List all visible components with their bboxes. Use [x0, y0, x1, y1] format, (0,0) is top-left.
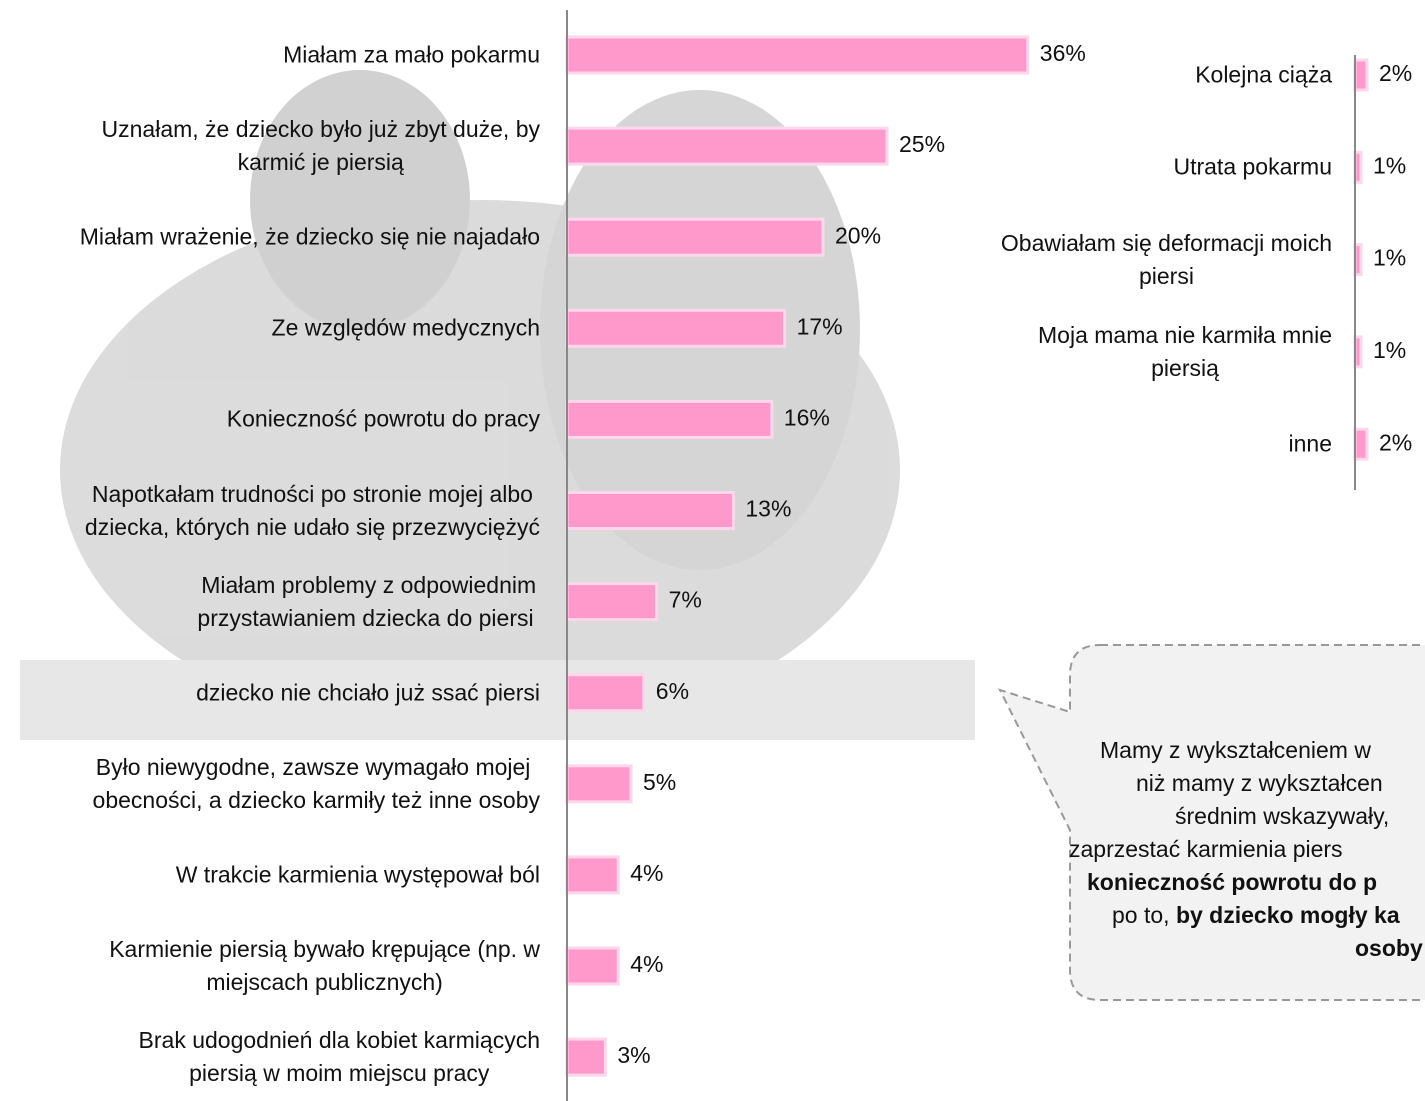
callout-text: po to, — [1112, 902, 1176, 928]
bar — [565, 399, 774, 439]
category-label: Karmienie piersią bywało krępujące (np. … — [109, 936, 540, 995]
category-label: Obawiałam się deformacji moich piersi — [1000, 229, 1332, 289]
bar — [565, 217, 825, 257]
category-label: Konieczność powrotu do pracy — [226, 405, 540, 432]
value-label: 7% — [669, 587, 702, 613]
callout-text: osoby (7%) — [1355, 935, 1425, 961]
value-label: 2% — [1379, 60, 1412, 86]
category-label: Utrata pokarmu — [1173, 153, 1332, 180]
value-label: 36% — [1040, 40, 1086, 66]
category-label: Moja mama nie karmiła mnie piersią — [1038, 321, 1332, 381]
value-label: 16% — [784, 404, 830, 430]
category-label: Napotkałam trudności po stronie mojej al… — [84, 480, 540, 540]
bar — [565, 855, 620, 895]
category-label: inne — [1288, 430, 1332, 457]
callout-line: zaprzestać karmienia piers — [1069, 836, 1343, 862]
bar — [565, 582, 659, 622]
bar — [565, 1037, 607, 1077]
callout-text: średnim wskazywały, — [1175, 803, 1389, 829]
category-label: Miałam za mało pokarmu — [283, 41, 540, 68]
value-label: 25% — [899, 131, 945, 157]
category-label: Ze względów medycznych — [271, 314, 540, 341]
category-label: Było niewygodne, zawsze wymagało mojej o… — [92, 753, 540, 813]
callout-line: Mamy z wykształceniem w — [1100, 737, 1371, 763]
bar — [565, 126, 889, 166]
value-label: 1% — [1373, 245, 1406, 271]
callout-text: Mamy z wykształceniem w — [1100, 737, 1371, 763]
value-label: 1% — [1373, 337, 1406, 363]
category-label: Brak udogodnień dla kobiet karmiących pi… — [138, 1027, 540, 1087]
callout-bubble — [998, 644, 1425, 1001]
value-label: 4% — [630, 860, 663, 886]
bar — [1353, 58, 1369, 92]
value-label: 17% — [797, 313, 843, 339]
category-label: W trakcie karmienia występował ból — [175, 861, 540, 888]
category-label: Miałam wrażenie, że dziecko się nie naja… — [79, 223, 540, 250]
category-label: Miałam problemy z odpowiednim przystawia… — [197, 571, 537, 631]
category-label: Kolejna ciąża — [1195, 61, 1332, 88]
callout-text: niż mamy z wykształcen — [1136, 770, 1383, 796]
callout-text: konieczność powrotu do p — [1087, 869, 1377, 895]
bar — [565, 308, 787, 348]
callout-line: niż mamy z wykształcen — [1136, 770, 1383, 796]
bar — [565, 764, 633, 804]
value-label: 13% — [745, 496, 791, 522]
value-label: 1% — [1373, 152, 1406, 178]
bar — [565, 946, 620, 986]
bar — [565, 491, 735, 530]
value-label: 20% — [835, 222, 881, 248]
bar — [1353, 427, 1369, 461]
callout-text: zaprzestać karmienia piers — [1069, 836, 1343, 862]
callout-line: po to, by dziecko mogły ka — [1112, 902, 1400, 928]
value-label: 6% — [656, 678, 689, 704]
callout-line: osoby (7%) — [1355, 935, 1425, 961]
category-label: Uznałam, że dziecko było już zbyt duże, … — [101, 116, 540, 176]
callout-line: średnim wskazywały, — [1175, 803, 1389, 829]
callout-text: by dziecko mogły ka — [1176, 902, 1400, 928]
category-label: dziecko nie chciało już ssać piersi — [196, 679, 540, 706]
value-label: 4% — [630, 951, 663, 977]
bar — [565, 35, 1030, 75]
value-label: 5% — [643, 769, 676, 795]
value-label: 2% — [1379, 429, 1412, 455]
bar — [565, 673, 646, 713]
callout-line: konieczność powrotu do p — [1087, 869, 1377, 895]
value-label: 3% — [617, 1042, 650, 1068]
